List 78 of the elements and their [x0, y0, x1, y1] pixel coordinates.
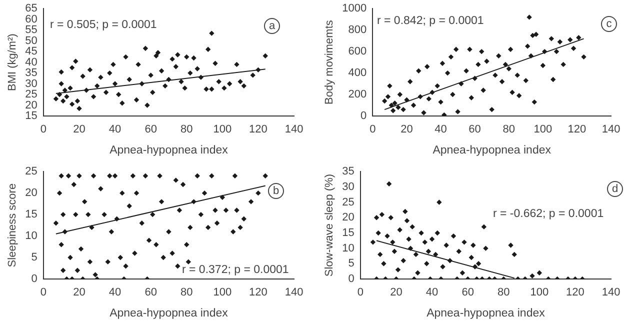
x-axis-title: Apnea-hypopnea index [426, 307, 546, 320]
x-tick-label: 140 [602, 286, 620, 299]
x-tick-label: 100 [213, 124, 232, 136]
x-tick-label: 120 [568, 124, 586, 136]
annotation: c [601, 16, 617, 32]
y-tick-label: 10 [25, 230, 38, 242]
y-tick-label: 600 [348, 46, 367, 58]
x-tick-label: 40 [434, 124, 447, 136]
y-axis-title: Body movimemts [324, 20, 336, 104]
x-tick-label: 60 [462, 286, 474, 299]
x-axis-title: Apnea-hypopnea index [110, 307, 228, 320]
text: d [607, 181, 623, 197]
y-tick-label: 25 [25, 166, 38, 178]
y-tick-label: 10 [342, 242, 354, 254]
x-tick-label: 0 [40, 124, 46, 136]
x-tick-label: 80 [502, 124, 515, 136]
y-tick-label: 15 [25, 208, 38, 221]
annotation: r = -0.662; p = 0.0001 [493, 207, 604, 221]
y-tick-label: 30 [25, 78, 38, 90]
y-tick-label: 20 [342, 212, 354, 224]
y-tick-label: 65 [25, 2, 38, 15]
x-tick-label: 40 [426, 286, 438, 299]
y-tick-label: 1000 [342, 2, 367, 15]
x-tick-label: 100 [534, 124, 552, 136]
x-tick-label: 140 [284, 286, 304, 299]
x-axis-title: Apnea-hypopnea index [432, 144, 552, 156]
x-tick-label: 120 [249, 286, 268, 299]
y-tick-label: 15 [25, 110, 38, 122]
y-tick-label: 0 [360, 110, 367, 122]
y-axis-title: Sleepiness score [6, 183, 19, 268]
y-tick-label: 30 [342, 180, 354, 193]
y-tick-label: 800 [348, 24, 367, 36]
y-tick-label: 25 [25, 88, 38, 101]
x-tick-label: 120 [566, 286, 584, 299]
x-tick-label: 140 [284, 124, 304, 136]
y-axis-title: BMI (kg/m²) [6, 34, 19, 92]
y-tick-label: 20 [25, 99, 38, 112]
y-tick-label: 0 [31, 273, 38, 286]
y-tick-label: 60 [25, 13, 38, 26]
y-tick-label: 400 [348, 67, 367, 80]
y-tick-label: 15 [342, 227, 354, 240]
annotation: b [268, 183, 284, 199]
y-tick-label: 5 [31, 252, 38, 264]
x-tick-label: 60 [144, 124, 157, 136]
x-tick-label: 20 [73, 124, 86, 136]
x-tick-label: 100 [530, 286, 549, 299]
x-tick-label: 140 [602, 124, 620, 136]
annotation: r = 0.372; p = 0.0001 [182, 263, 289, 277]
annotation: a [264, 18, 280, 34]
y-tick-label: 40 [25, 56, 38, 68]
x-tick-label: 60 [144, 286, 157, 299]
y-tick-label: 5 [348, 258, 354, 270]
y-tick-label: 200 [348, 88, 367, 101]
annotation: r = 0.505; p = 0.0001 [50, 18, 157, 32]
y-tick-label: 35 [25, 67, 38, 80]
x-tick-label: 40 [108, 286, 122, 299]
x-tick-label: 20 [390, 286, 402, 299]
x-axis-title: Apnea-hypopnea index [110, 144, 228, 156]
y-tick-label: 20 [25, 187, 38, 200]
annotation: r = 0.842; p = 0.0001 [377, 14, 484, 28]
x-tick-label: 40 [108, 124, 122, 136]
y-tick-label: 50 [25, 34, 38, 47]
y-tick-label: 35 [342, 166, 354, 178]
x-tick-label: 80 [180, 124, 193, 136]
y-axis-title: Slow-wave sleep (%) [324, 174, 336, 277]
x-tick-label: 80 [180, 286, 193, 299]
x-tick-label: 20 [400, 124, 413, 136]
x-tick-label: 80 [497, 286, 510, 299]
y-tick-label: 0 [348, 273, 354, 286]
x-tick-label: 100 [213, 286, 232, 299]
x-tick-label: 20 [73, 286, 86, 299]
y-tick-label: 25 [342, 196, 354, 208]
y-tick-label: 55 [25, 24, 38, 36]
x-tick-label: 0 [370, 124, 376, 136]
y-tick-label: 45 [25, 46, 38, 58]
x-tick-label: 0 [40, 286, 46, 299]
x-tick-label: 120 [249, 124, 268, 136]
x-tick-label: 60 [468, 124, 481, 136]
